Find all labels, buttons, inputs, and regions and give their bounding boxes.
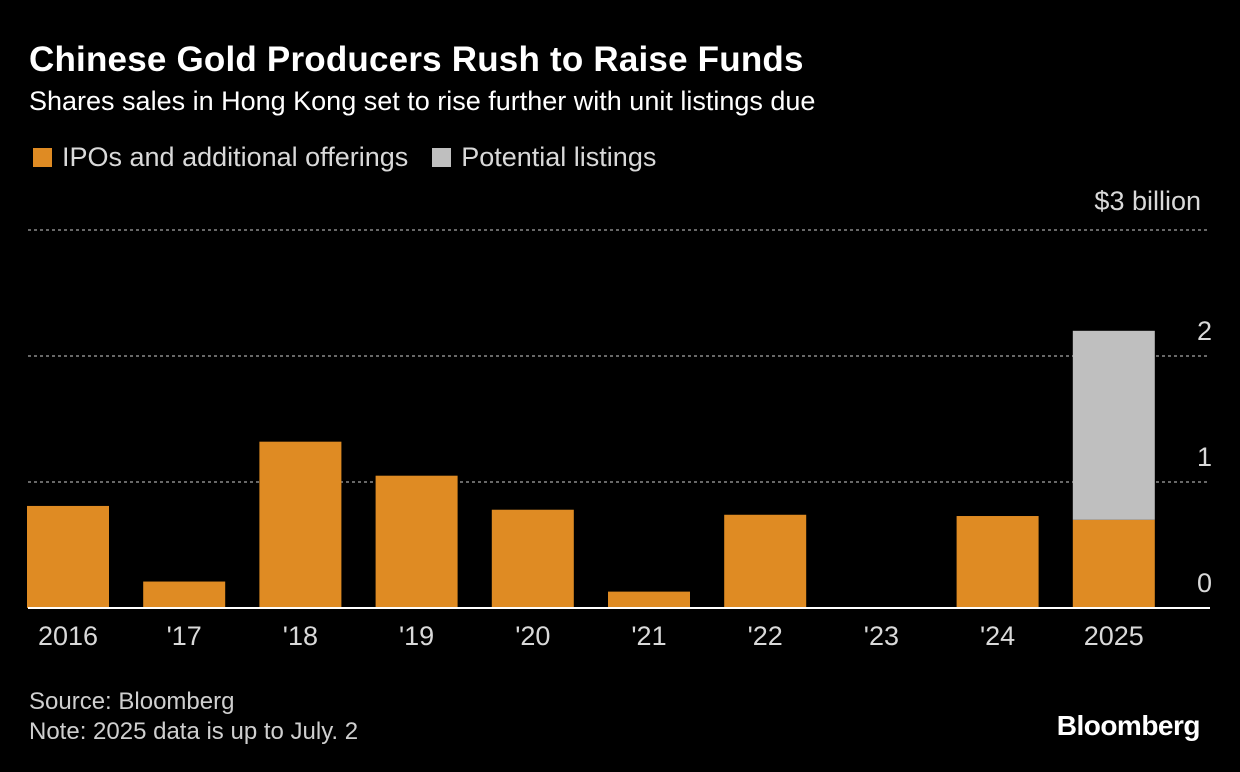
bar-ipos [143,581,226,608]
x-tick-label: '19 [399,621,434,651]
source-note: Source: Bloomberg [29,688,235,715]
gridlines [28,229,1210,483]
chart-subtitle: Shares sales in Hong Kong set to rise fu… [29,86,816,116]
tick-labels: 0 1 2 2016 '17 '18 '19 '20 '21 '22 '23 '24 2025 [38,316,1212,651]
x-tick-label: '23 [864,621,899,651]
x-tick-label: '22 [748,621,783,651]
x-tick-label: 2025 [1084,621,1144,651]
bar-ipos [1072,519,1155,608]
bar-ipos [27,505,109,608]
bar-ipos [956,516,1039,608]
bloomberg-logo: Bloomberg [1056,710,1201,741]
x-tick-label: '17 [167,621,202,651]
legend-label-ipos: IPOs and additional offerings [62,142,409,172]
legend-item-ipos: IPOs and additional offerings [33,142,408,173]
x-tick-label: '21 [631,621,666,651]
bar-ipos [724,514,807,608]
x-tick-label: '24 [980,621,1015,651]
legend-swatch-ipos [33,148,52,167]
bar-ipos [491,509,574,608]
chart-legend: IPOs and additional offerings Potential … [33,142,680,173]
y-tick-label: 0 [1197,568,1212,598]
legend-item-potential: Potential listings [432,142,656,173]
x-tick-label: '20 [515,621,550,651]
bar-potential [1072,330,1155,520]
x-tick-label: 2016 [38,621,98,651]
data-note: Note: 2025 data is up to July. 2 [29,718,359,745]
y-tick-label: 1 [1197,442,1212,472]
bar-ipos [608,591,690,608]
bars [27,330,1155,608]
chart-title: Chinese Gold Producers Rush to Raise Fun… [29,40,804,79]
legend-label-potential: Potential listings [461,142,657,172]
bar-ipos [375,475,458,608]
x-tick-label: '18 [283,621,318,651]
y-tick-label: 2 [1197,316,1212,346]
bar-ipos [259,441,342,608]
legend-swatch-potential [432,148,452,167]
y-axis-unit-label: $3 billion [1094,186,1201,216]
